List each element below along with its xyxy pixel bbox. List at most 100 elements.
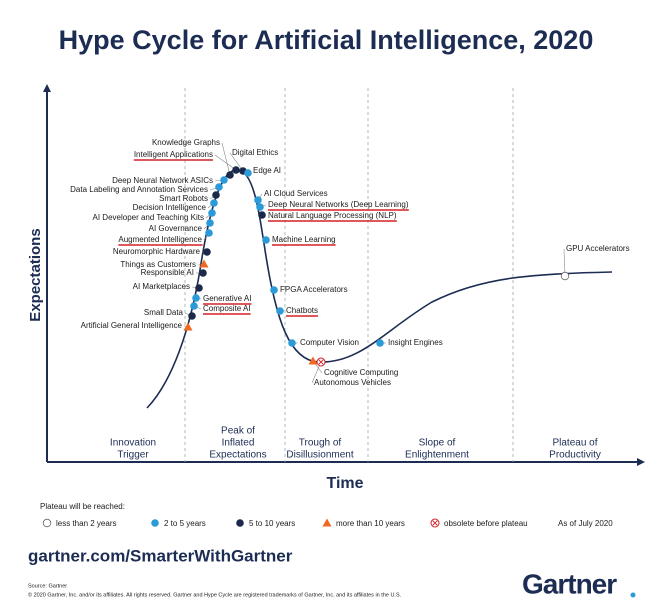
tech-label: Artificial General Intelligence — [81, 321, 183, 330]
marker-2-5 — [206, 219, 214, 227]
tech-label: Digital Ethics — [232, 148, 278, 157]
logo: Gartner — [522, 568, 617, 599]
marker-2-5 — [190, 302, 198, 310]
marker-2-5 — [376, 339, 384, 347]
marker-over-10 — [183, 322, 193, 331]
marker-2-5 — [276, 307, 284, 315]
tech-label: Composite AI — [203, 304, 251, 313]
tech-label: Intelligent Applications — [134, 150, 213, 159]
tech-label: Neuromorphic Hardware — [113, 247, 201, 256]
legend-label: 5 to 10 years — [249, 519, 295, 528]
legend-label: obsolete before plateau — [444, 519, 528, 528]
tech-label: Insight Engines — [388, 338, 443, 347]
marker-obsolete-x — [432, 520, 438, 526]
phase-label: Disillusionment — [286, 450, 353, 461]
marker-2-5 — [220, 176, 228, 184]
phase-label: Slope of — [419, 438, 456, 449]
marker-2-5 — [254, 196, 262, 204]
marker-5-10 — [232, 166, 240, 174]
tech-label: Chatbots — [286, 306, 318, 315]
source-line: © 2020 Gartner, Inc. and/or its affiliat… — [28, 591, 402, 598]
x-axis-label: Time — [326, 475, 363, 492]
phase-label: Innovation — [110, 438, 156, 449]
phase-label: Peak of — [221, 426, 255, 437]
phase-label: Expectations — [209, 450, 266, 461]
marker-2-5 — [288, 339, 296, 347]
legend-title: Plateau will be reached: — [40, 502, 125, 511]
legend-label: more than 10 years — [336, 519, 405, 528]
x-arrow — [637, 458, 645, 466]
tech-label: Natural Language Processing (NLP) — [268, 211, 397, 220]
marker-5-10 — [195, 284, 203, 292]
marker-under-2 — [560, 271, 570, 281]
legend-label: 2 to 5 years — [164, 519, 206, 528]
marker-2-5 — [208, 209, 216, 217]
marker-5-10 — [212, 191, 220, 199]
source-line: Source: Gartner — [28, 583, 67, 589]
tech-label: Computer Vision — [300, 338, 359, 347]
marker-2-5 — [256, 203, 264, 211]
marker-5-10 — [258, 211, 266, 219]
marker-2-5 — [262, 236, 270, 244]
tech-label: Decision Intelligence — [133, 203, 207, 212]
logo-dot — [630, 592, 636, 598]
y-axis-label: Expectations — [27, 228, 44, 321]
tech-label: AI Marketplaces — [133, 282, 190, 291]
marker-over-10 — [322, 518, 332, 527]
tech-label: Autonomous Vehicles — [314, 378, 391, 387]
tech-label: Augmented Intelligence — [118, 235, 202, 244]
tech-label: Edge AI — [253, 166, 281, 175]
marker-5-10 — [236, 519, 244, 527]
plot-frame — [43, 84, 645, 466]
marker-2-5 — [244, 169, 252, 177]
marker-5-10 — [188, 312, 196, 320]
tech-label: Deep Neural Networks (Deep Learning) — [268, 200, 409, 209]
phase-label: Trigger — [117, 450, 149, 461]
marker-2-5 — [215, 183, 223, 191]
tech-label: Smart Robots — [159, 194, 208, 203]
tech-label: AI Cloud Services — [264, 189, 328, 198]
tech-label: FPGA Accelerators — [280, 285, 348, 294]
url: gartner.com/SmarterWithGartner — [28, 546, 293, 565]
legend-label: less than 2 years — [56, 519, 116, 528]
phase-label: Enlightenment — [405, 450, 469, 461]
technologies: Knowledge Graphs Intelligent Applications… — [70, 138, 629, 387]
y-arrow — [43, 84, 51, 92]
tech-label: AI Developer and Teaching Kits — [93, 213, 204, 222]
leader-line — [563, 248, 566, 277]
marker-2-5 — [210, 199, 218, 207]
leader-line — [214, 154, 237, 171]
phase-label: Plateau of — [552, 438, 597, 449]
marker-2-5 — [270, 286, 278, 294]
marker-obsolete-x — [318, 359, 324, 365]
marker-2-5 — [151, 519, 159, 527]
phase-label: Productivity — [549, 450, 601, 461]
tech-label: GPU Accelerators — [566, 244, 630, 253]
marker-over-10 — [199, 259, 209, 268]
marker-5-10 — [203, 248, 211, 256]
tech-label: Things as Customers — [120, 260, 196, 269]
tech-label: Data Labeling and Annotation Services — [70, 185, 208, 194]
tech-label: Deep Neural Network ASICs — [112, 176, 213, 185]
leader-line — [221, 142, 231, 176]
marker-2-5 — [192, 294, 200, 302]
tech-label: Cognitive Computing — [324, 368, 398, 377]
marker-5-10 — [226, 171, 234, 179]
phase-label: Inflated — [222, 438, 255, 449]
tech-label: Machine Learning — [272, 235, 336, 244]
title: Hype Cycle for Artificial Intelligence, … — [59, 25, 594, 55]
hype-curve — [146, 169, 613, 409]
tech-label: Knowledge Graphs — [152, 138, 220, 147]
tech-label: Small Data — [144, 308, 184, 317]
marker-over-10 — [308, 356, 318, 365]
tech-label: Generative AI — [203, 294, 251, 303]
phase-label: Trough of — [299, 438, 342, 449]
as-of: As of July 2020 — [558, 519, 613, 528]
tech-label: AI Governance — [149, 224, 203, 233]
legend: less than 2 years 2 to 5 years 5 to 10 yea… — [42, 518, 528, 528]
marker-2-5 — [205, 229, 213, 237]
marker-under-2 — [42, 518, 52, 528]
marker-5-10 — [199, 269, 207, 277]
